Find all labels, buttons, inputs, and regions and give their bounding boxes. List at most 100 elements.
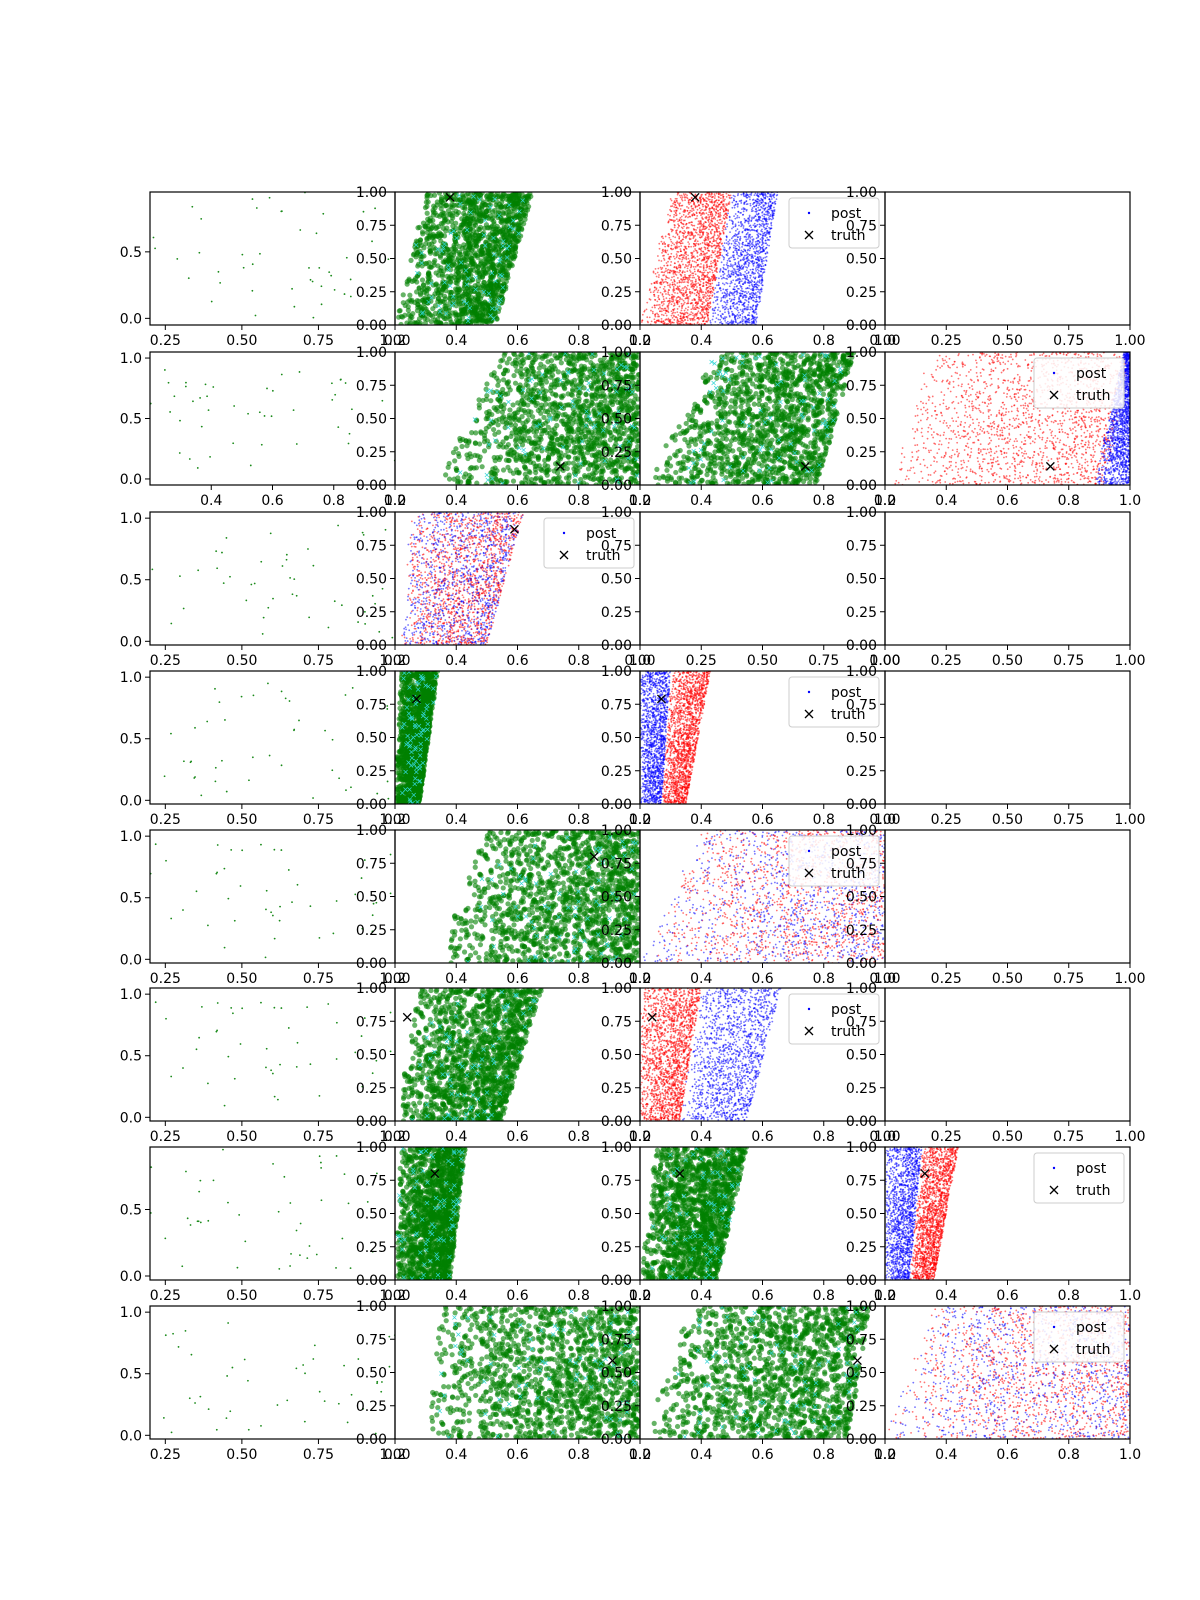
posterior-point-blue: [718, 270, 721, 273]
posterior-point-red: [661, 280, 664, 282]
posterior-point-red: [671, 219, 674, 222]
posterior-point-red: [704, 236, 707, 239]
posterior-point-blue: [746, 238, 749, 241]
posterior-point-red: [694, 256, 696, 259]
posterior-point: [473, 243, 480, 249]
x-tick-label: 0.6: [506, 333, 528, 349]
posterior-point-red: [683, 271, 686, 274]
posterior-point-red: [663, 264, 666, 267]
posterior-point-red: [710, 254, 713, 256]
posterior-point-red: [714, 218, 717, 220]
posterior-point-blue: [726, 266, 729, 269]
posterior-point-blue: [727, 258, 730, 260]
posterior-point-blue: [754, 311, 757, 314]
posterior-point-blue: [761, 284, 764, 287]
posterior-point-blue: [722, 245, 724, 247]
posterior-point-blue: [742, 225, 745, 227]
posterior-point-blue: [759, 238, 762, 241]
posterior-point-blue: [737, 241, 740, 244]
posterior-point-red: [688, 313, 691, 316]
posterior-point-blue: [741, 322, 744, 325]
scatter-point: [293, 305, 296, 308]
posterior-point-red: [675, 206, 678, 209]
posterior-point-red: [643, 309, 646, 312]
posterior-point-red: [710, 215, 713, 218]
posterior-point-red: [678, 235, 681, 238]
posterior-point-blue: [741, 213, 744, 216]
posterior-point-blue: [733, 199, 736, 202]
posterior-point-blue: [745, 299, 748, 302]
posterior-point-red: [667, 289, 670, 291]
posterior-point: [425, 300, 431, 306]
posterior-point-red: [722, 208, 725, 211]
posterior-point-red: [703, 311, 706, 314]
posterior-point-blue: [758, 245, 761, 248]
posterior-point-red: [707, 291, 710, 294]
posterior-point: [500, 209, 506, 215]
posterior-point-red: [687, 216, 689, 219]
scatter-point: [330, 274, 333, 277]
posterior-point-red: [699, 254, 701, 257]
posterior-point-blue: [737, 210, 740, 213]
posterior-point-blue: [747, 255, 749, 258]
posterior-point-blue: [740, 285, 743, 288]
posterior-point-blue: [770, 198, 773, 200]
posterior-point-red: [647, 321, 649, 324]
scatter-point: [173, 395, 176, 398]
posterior-point-red: [704, 255, 707, 258]
posterior-point-red: [697, 317, 700, 319]
posterior-point: [467, 244, 473, 250]
posterior-point-red: [649, 291, 652, 294]
posterior-point-red: [667, 307, 670, 310]
posterior-point-red: [699, 229, 701, 232]
posterior-point-red: [678, 245, 680, 248]
posterior-point-blue: [740, 193, 743, 196]
posterior-point-blue: [727, 269, 730, 272]
posterior-point-red: [703, 301, 705, 304]
posterior-point: [484, 289, 490, 295]
posterior-point-blue: [758, 291, 761, 294]
posterior-point-blue: [762, 205, 765, 208]
posterior-point-red: [709, 283, 712, 286]
posterior-point-red: [711, 269, 714, 272]
posterior-point-red: [681, 199, 684, 202]
posterior-point-red: [714, 211, 717, 213]
posterior-point-red: [673, 206, 676, 208]
posterior-point-red: [724, 221, 727, 224]
posterior-point-blue: [755, 313, 758, 315]
posterior-point-red: [685, 311, 688, 314]
posterior-point-blue: [738, 216, 741, 219]
scatter-point: [270, 415, 273, 418]
posterior-point-red: [722, 198, 725, 200]
posterior-point-blue: [734, 263, 737, 265]
posterior-point-red: [697, 223, 700, 226]
x-tick-label: 0.6: [261, 493, 283, 509]
posterior-point-red: [680, 245, 683, 247]
prior-point: ×: [470, 192, 477, 201]
posterior-point-blue: [746, 259, 749, 262]
posterior-point-red: [691, 312, 694, 315]
posterior-point-red: [689, 209, 692, 212]
posterior-point-red: [666, 305, 669, 308]
posterior-point-red: [718, 196, 720, 199]
posterior-point: [479, 247, 485, 253]
posterior-point-blue: [738, 200, 741, 202]
posterior-point-blue: [735, 273, 738, 276]
posterior-point: [492, 248, 499, 254]
posterior-point-red: [712, 274, 715, 276]
prior-point: ×: [487, 311, 494, 320]
posterior-point: [428, 192, 434, 199]
posterior-point-red: [719, 194, 722, 197]
posterior-point: [469, 277, 475, 283]
posterior-point-red: [680, 309, 683, 312]
posterior-point-blue: [754, 272, 757, 275]
x-tick-label: 1.00: [1114, 333, 1145, 349]
posterior-point: [487, 282, 493, 288]
posterior-point-blue: [759, 296, 762, 298]
posterior-point: [447, 259, 453, 266]
posterior-point: [455, 274, 462, 280]
posterior-point-blue: [739, 295, 742, 297]
posterior-point-red: [673, 270, 676, 272]
posterior-point-red: [691, 260, 694, 262]
prior-point: ×: [493, 305, 500, 314]
